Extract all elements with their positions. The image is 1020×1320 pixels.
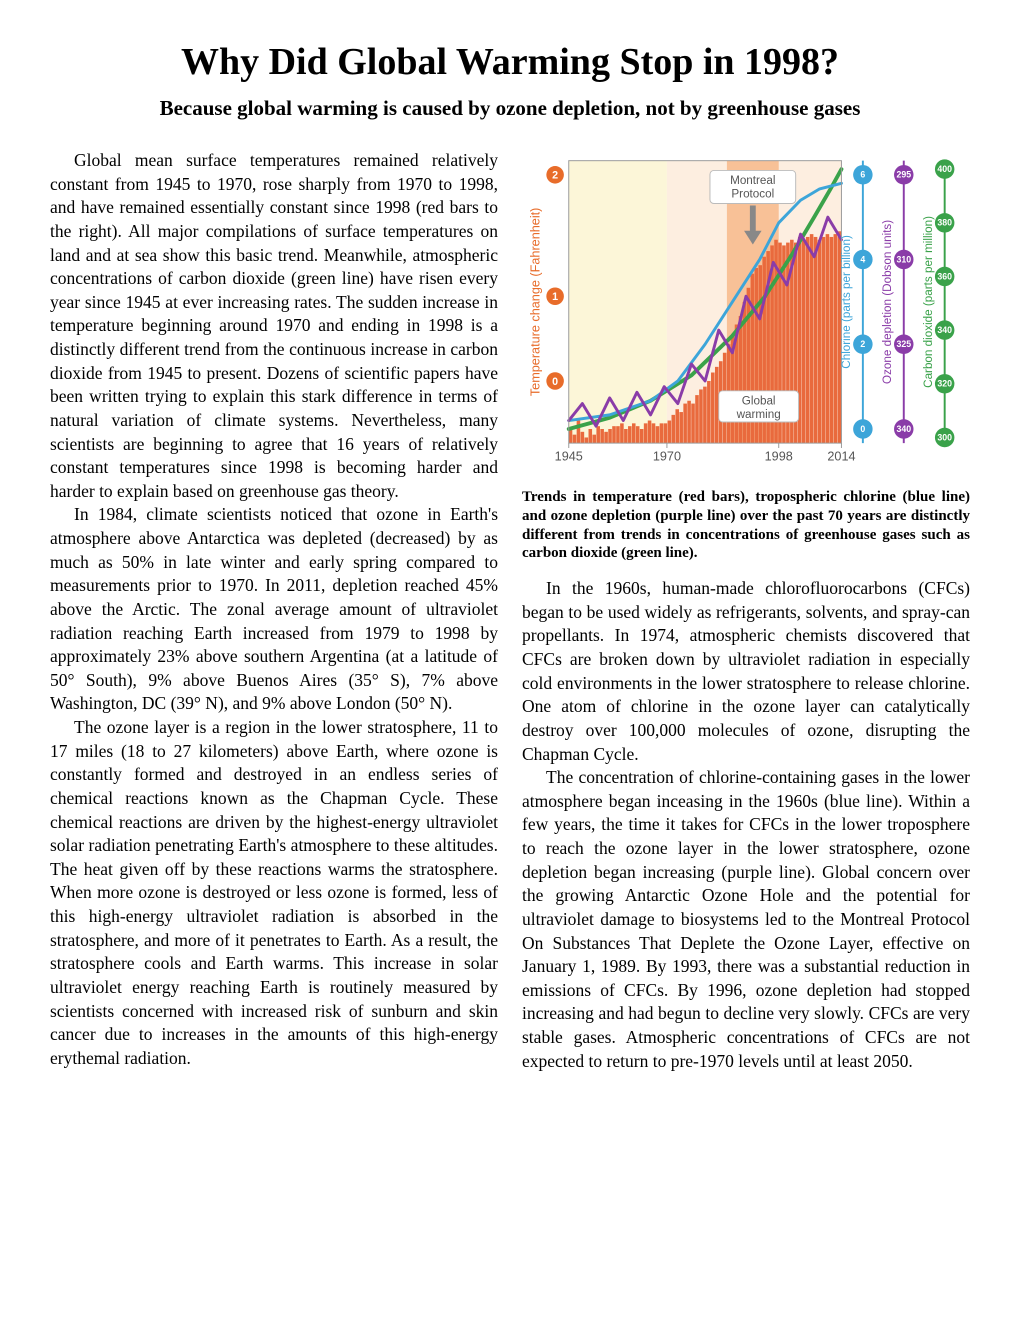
svg-text:1970: 1970 [653, 450, 681, 464]
svg-text:380: 380 [937, 218, 952, 228]
svg-text:4: 4 [860, 254, 865, 264]
svg-text:340: 340 [896, 424, 911, 434]
svg-text:Protocol: Protocol [731, 188, 774, 201]
svg-text:360: 360 [937, 271, 952, 281]
page-subtitle: Because global warming is caused by ozon… [50, 96, 970, 121]
svg-text:400: 400 [937, 164, 952, 174]
svg-text:warming: warming [736, 408, 781, 421]
svg-text:325: 325 [896, 339, 911, 349]
climate-chart: 1945 1970 1998 2014 0 1 2 Temperature change (F… [522, 149, 970, 480]
svg-text:300: 300 [937, 432, 952, 442]
svg-text:Carbon dioxide (parts per mill: Carbon dioxide (parts per million) [922, 216, 935, 388]
svg-text:0: 0 [860, 424, 865, 434]
svg-text:1: 1 [552, 291, 558, 303]
paragraph: In 1984, climate scientists noticed that… [50, 503, 498, 716]
svg-text:2: 2 [860, 339, 865, 349]
svg-text:Temperature change (Fahrenheit: Temperature change (Fahrenheit) [529, 208, 543, 397]
svg-text:310: 310 [896, 254, 911, 264]
page-title: Why Did Global Warming Stop in 1998? [50, 40, 970, 84]
svg-text:Montreal: Montreal [730, 174, 775, 187]
paragraph: The ozone layer is a region in the lower… [50, 716, 498, 1070]
svg-text:340: 340 [937, 325, 952, 335]
svg-text:1998: 1998 [765, 450, 793, 464]
chart-caption: Trends in temperature (red bars), tropos… [522, 488, 970, 563]
svg-text:Global: Global [742, 394, 776, 407]
svg-text:Ozone depletion (Dobson units): Ozone depletion (Dobson units) [881, 220, 894, 384]
chart-block: 1945 1970 1998 2014 0 1 2 Temperature change (F… [522, 149, 970, 563]
svg-text:295: 295 [896, 170, 911, 180]
svg-text:0: 0 [552, 376, 558, 388]
svg-text:2: 2 [552, 170, 558, 182]
svg-text:Chlorine (parts per billion): Chlorine (parts per billion) [840, 235, 853, 369]
svg-text:6: 6 [860, 170, 865, 180]
paragraph: Global mean surface temperatures remaine… [50, 149, 498, 503]
paragraph: In the 1960s, human-made chlorofluorocar… [522, 577, 970, 766]
svg-text:2014: 2014 [827, 450, 855, 464]
paragraph: The concentration of chlorine-containing… [522, 766, 970, 1073]
svg-text:320: 320 [937, 379, 952, 389]
svg-text:1945: 1945 [555, 450, 583, 464]
article-body: Global mean surface temperatures remaine… [50, 149, 970, 1073]
